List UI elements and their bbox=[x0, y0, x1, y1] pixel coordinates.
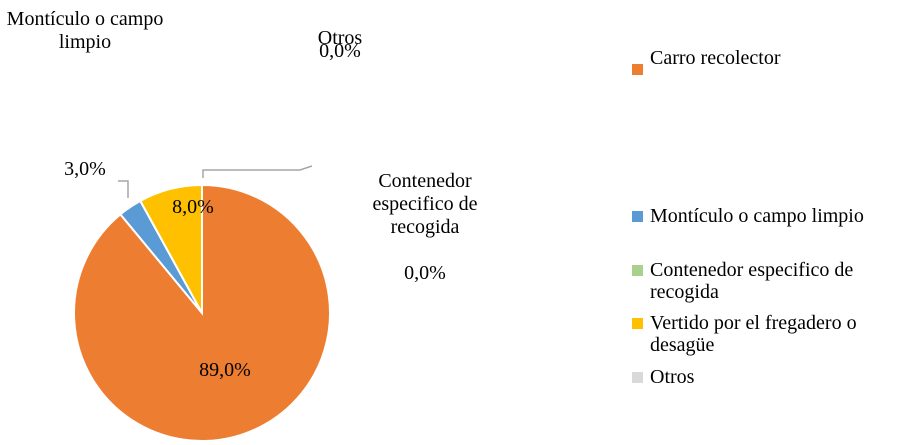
legend-swatch bbox=[632, 265, 643, 276]
legend-label: Contenedor especifico de recogida bbox=[650, 259, 854, 303]
legend-label: Montículo o campo limpio bbox=[650, 205, 864, 227]
leader-line bbox=[202, 165, 313, 178]
legend-label: Otros bbox=[650, 366, 695, 388]
leader-line bbox=[118, 180, 129, 198]
legend-swatch bbox=[632, 318, 643, 329]
legend-label: Vertido por el fregadero o desagüe bbox=[650, 312, 857, 356]
data-label: 89,0% bbox=[199, 359, 251, 381]
legend-swatch bbox=[632, 64, 643, 75]
data-label-name: Contenedor especifico de recogida bbox=[372, 170, 478, 238]
legend-swatch bbox=[632, 211, 643, 222]
data-label: 3,0% bbox=[64, 158, 106, 180]
data-label: 8,0% bbox=[172, 196, 214, 218]
data-label: 0,0% bbox=[404, 262, 446, 284]
legend-label: Carro recolector bbox=[650, 47, 781, 69]
data-label-name: Otros bbox=[317, 27, 363, 49]
data-label: 0,0% bbox=[319, 40, 361, 62]
legend-swatch bbox=[632, 372, 643, 383]
data-label-name: Montículo o campo limpio bbox=[6, 8, 164, 53]
